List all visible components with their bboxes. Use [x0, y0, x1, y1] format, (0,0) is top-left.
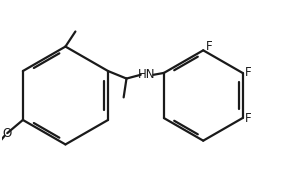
Text: HN: HN	[138, 68, 155, 81]
Text: O: O	[3, 127, 12, 140]
Text: F: F	[245, 112, 251, 125]
Text: F: F	[245, 66, 251, 79]
Text: F: F	[205, 40, 212, 53]
